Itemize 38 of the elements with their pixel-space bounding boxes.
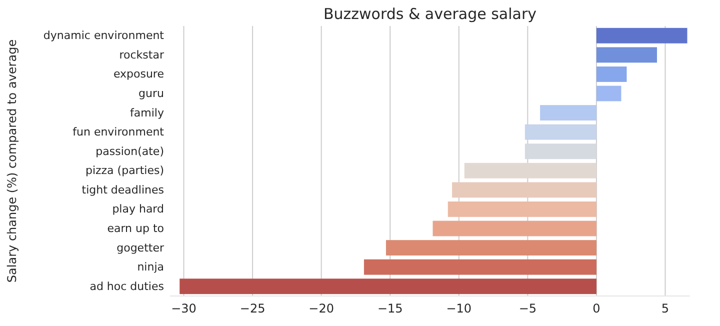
bar — [596, 66, 627, 82]
bar — [596, 28, 688, 44]
x-tick-label: −10 — [446, 302, 472, 316]
y-tick-label: fun environment — [72, 126, 165, 139]
bar — [524, 124, 596, 140]
y-tick-label: guru — [138, 87, 164, 100]
y-tick-label: pizza (parties) — [85, 164, 164, 178]
y-tick-label: ninja — [137, 260, 164, 274]
bar — [386, 240, 596, 256]
x-tick-label: −5 — [518, 302, 537, 316]
y-tick-label: ad hoc duties — [90, 280, 164, 293]
bar — [596, 47, 657, 63]
y-tick-label: gogetter — [116, 241, 164, 254]
y-axis-title: Salary change (%) compared to average — [5, 39, 19, 283]
y-tick-label: earn up to — [107, 222, 164, 236]
bar — [432, 220, 596, 236]
bar — [452, 182, 596, 198]
bar — [364, 259, 596, 275]
x-tick-label: 0 — [592, 302, 600, 316]
y-tick-label: exposure — [113, 68, 164, 81]
y-tick-label: tight deadlines — [82, 183, 164, 196]
y-tick-label: play hard — [112, 202, 164, 216]
bar — [596, 86, 622, 102]
bar — [524, 144, 596, 160]
x-tick-label: −15 — [377, 302, 403, 316]
chart-title: Buzzwords & average salary — [323, 5, 537, 23]
y-tick-label: passion(ate) — [96, 144, 164, 158]
bar — [540, 105, 596, 120]
x-tick-label: 5 — [661, 302, 670, 316]
y-tick-label: family — [130, 106, 164, 120]
bar — [180, 278, 596, 294]
x-tick-label: −30 — [171, 302, 196, 316]
x-tick-label: −20 — [308, 302, 334, 316]
bar — [464, 162, 596, 178]
y-tick-label: rockstar — [119, 48, 164, 62]
y-tick-label: dynamic environment — [43, 29, 165, 42]
x-tick-label: −25 — [240, 302, 266, 316]
bar — [448, 202, 596, 217]
